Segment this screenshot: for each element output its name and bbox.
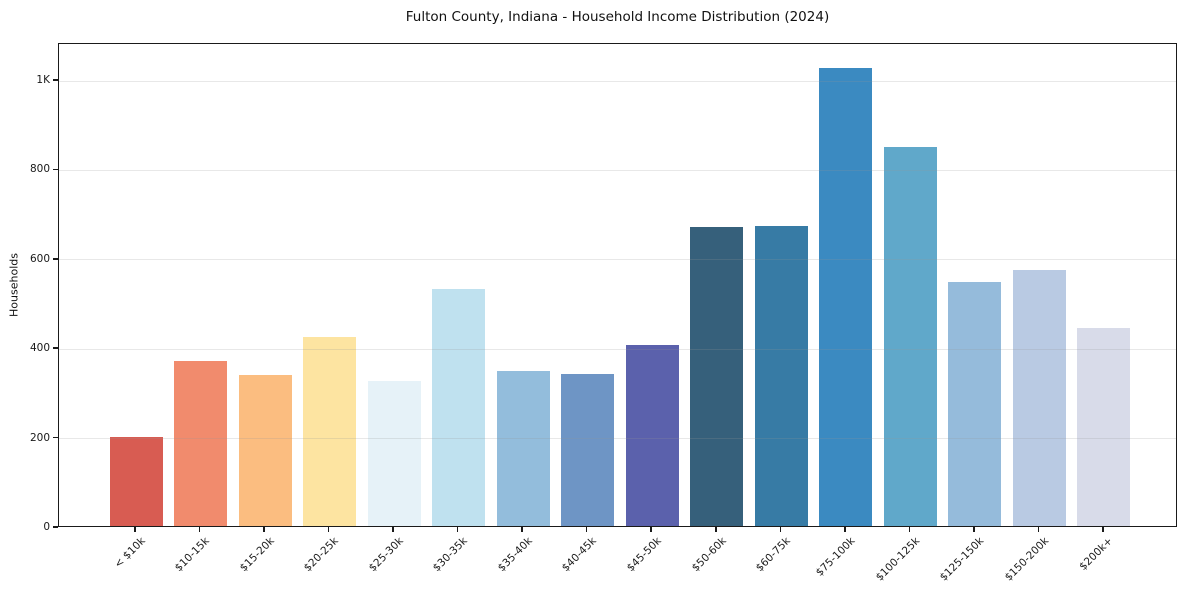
y-tick-mark (53, 168, 58, 171)
bars-layer (59, 44, 1176, 526)
x-tick-mark (844, 527, 846, 532)
y-tick-label: 1K (36, 74, 50, 87)
y-tick-label: 600 (29, 252, 50, 265)
x-tick-label: $15-20k (237, 535, 277, 575)
x-tick-mark (198, 527, 201, 532)
x-tick-mark (521, 527, 523, 532)
y-tick-mark (53, 79, 58, 81)
x-tick-label: $75-100k (813, 535, 858, 579)
bar-$45-50k (625, 345, 679, 526)
x-tick-mark (973, 527, 975, 532)
x-tick-label: $45-50k (624, 535, 664, 575)
bar-$15-20k (238, 374, 292, 526)
x-tick-mark (585, 527, 588, 532)
x-tick-label: $10-15k (172, 535, 213, 575)
bar-$60-75k (754, 225, 808, 526)
bar-$20-25k (303, 337, 357, 526)
bar-< $10k (109, 436, 163, 526)
x-tick-label: < $10k (111, 535, 148, 571)
y-tick-mark (53, 436, 58, 439)
x-tick-label: $150-200k (1002, 535, 1051, 584)
x-tick-mark (392, 527, 394, 532)
gridline-800 (59, 169, 1176, 171)
bar-$10-15k (174, 361, 228, 526)
y-tick-mark (53, 526, 58, 528)
bar-$100-125k (883, 146, 937, 526)
x-tick-label: $125-150k (937, 535, 987, 584)
x-tick-mark (327, 527, 330, 532)
x-tick-label: $20-25k (301, 535, 342, 575)
grid-layer (59, 44, 1176, 526)
x-tick-label: $100-125k (873, 535, 922, 584)
bar-$50-60k (690, 226, 744, 526)
bar-$125-150k (948, 282, 1002, 526)
y-tick-mark (53, 347, 58, 349)
y-tick-label: 400 (29, 342, 50, 355)
gridline-400 (59, 348, 1176, 350)
bar-$200k+ (1077, 328, 1131, 526)
x-tick-mark (1102, 527, 1104, 532)
x-tick-mark (650, 527, 652, 532)
x-tick-mark (715, 527, 717, 532)
plot-area (58, 43, 1177, 527)
x-tick-label: $50-60k (689, 535, 729, 575)
x-tick-mark (263, 527, 265, 532)
x-tick-label: $60-75k (753, 535, 793, 575)
bar-$25-30k (367, 380, 421, 526)
x-tick-label: $200k+ (1077, 535, 1116, 573)
y-tick-mark (53, 258, 58, 260)
x-tick-mark (456, 527, 459, 532)
x-tick-mark (908, 527, 911, 532)
y-tick-label: 0 (43, 521, 50, 533)
y-tick-label: 200 (29, 431, 50, 444)
chart-title: Fulton County, Indiana - Household Incom… (405, 9, 830, 25)
gridline-200 (59, 438, 1176, 440)
y-tick-label: 800 (29, 163, 50, 176)
bar-$35-40k (496, 370, 550, 526)
bar-$75-100k (819, 67, 873, 526)
x-tick-label: $35-40k (495, 535, 535, 575)
bar-$30-35k (432, 289, 486, 526)
bar-$150-200k (1012, 270, 1066, 526)
gridline-1K (59, 80, 1176, 82)
x-tick-label: $25-30k (366, 535, 406, 575)
x-tick-mark (134, 527, 136, 532)
x-tick-label: $40-45k (560, 535, 600, 575)
x-tick-label: $30-35k (431, 535, 471, 575)
bar-$40-45k (561, 373, 615, 526)
gridline-600 (59, 259, 1176, 261)
x-tick-mark (1037, 527, 1040, 532)
x-tick-mark (779, 527, 782, 532)
